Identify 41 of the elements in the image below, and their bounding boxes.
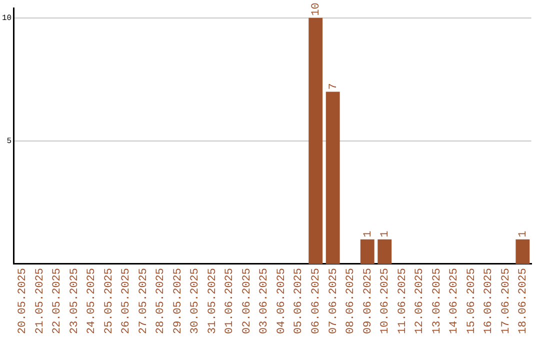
x-tick-label: 30.05.2025: [190, 268, 202, 334]
x-tick-label: 18.06.2025: [518, 268, 530, 334]
x-tick-label: 16.06.2025: [483, 268, 496, 334]
x-tick-label: 06.06.2025: [310, 268, 322, 334]
bar: [516, 239, 530, 264]
x-tick-label: 04.06.2025: [276, 268, 288, 334]
x-tick-label: 31.05.2025: [206, 268, 219, 334]
x-tick-label: 01.06.2025: [224, 268, 236, 334]
data-label: 1: [380, 230, 392, 238]
data-label: 1: [518, 230, 530, 238]
x-tick-label: 25.05.2025: [103, 268, 116, 334]
x-tick-label: 08.06.2025: [345, 268, 358, 334]
x-tick-label: 02.06.2025: [241, 268, 254, 334]
x-tick-label: 07.06.2025: [328, 268, 340, 334]
data-label: 7: [328, 83, 340, 90]
y-tick-label: 5: [6, 137, 12, 146]
x-tick-label: 26.05.2025: [120, 268, 133, 334]
x-tick-label: 03.06.2025: [258, 268, 271, 334]
x-tick-label: 27.05.2025: [138, 268, 150, 334]
x-tick-label: 14.06.2025: [448, 268, 461, 334]
x-tick-label: 11.06.2025: [396, 268, 409, 334]
bar: [308, 18, 323, 264]
x-tick-label: 24.05.2025: [86, 268, 98, 334]
x-tick-label: 12.06.2025: [414, 268, 426, 334]
x-tick-label: 05.06.2025: [293, 268, 306, 334]
bar: [360, 239, 374, 264]
x-tick-label: 23.05.2025: [68, 268, 81, 334]
x-tick-label: 10.06.2025: [380, 268, 392, 334]
bar: [326, 92, 340, 264]
x-tick-label: 15.06.2025: [466, 268, 478, 334]
bar: [378, 239, 392, 264]
data-label: 1: [362, 230, 374, 238]
x-tick-label: 28.05.2025: [155, 268, 168, 334]
x-tick-label: 20.05.2025: [17, 268, 30, 334]
x-tick-label: 22.05.2025: [52, 268, 64, 334]
x-tick-label: 13.06.2025: [431, 268, 444, 334]
x-tick-label: 29.05.2025: [172, 268, 184, 334]
x-tick-label: 21.05.2025: [34, 268, 46, 334]
x-tick-label: 17.06.2025: [500, 268, 512, 334]
data-label: 10: [310, 2, 322, 16]
x-tick-label: 09.06.2025: [362, 268, 374, 334]
